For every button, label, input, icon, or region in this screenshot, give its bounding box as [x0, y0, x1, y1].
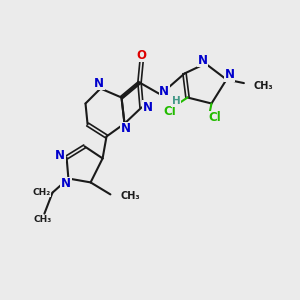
Text: N: N	[197, 53, 208, 67]
Text: N: N	[159, 85, 169, 98]
Text: CH₃: CH₃	[34, 215, 52, 224]
Text: Cl: Cl	[163, 105, 176, 118]
Text: N: N	[61, 177, 71, 190]
Text: N: N	[121, 122, 131, 136]
Text: N: N	[94, 76, 104, 90]
Text: N: N	[142, 101, 153, 114]
Text: CH₂: CH₂	[33, 188, 51, 197]
Text: CH₃: CH₃	[254, 81, 273, 91]
Text: CH₃: CH₃	[121, 191, 140, 201]
Text: O: O	[136, 49, 147, 62]
Text: N: N	[55, 148, 65, 162]
Text: Cl: Cl	[208, 111, 221, 124]
Text: H: H	[172, 96, 181, 106]
Text: N: N	[224, 68, 235, 82]
